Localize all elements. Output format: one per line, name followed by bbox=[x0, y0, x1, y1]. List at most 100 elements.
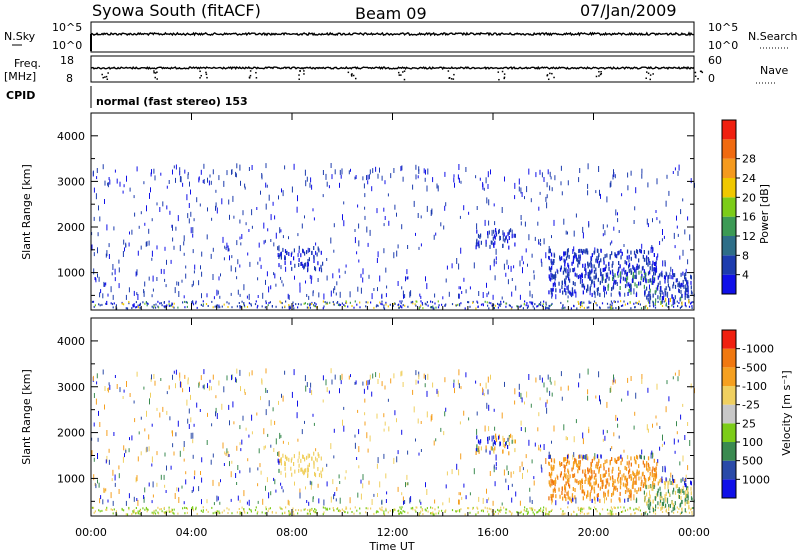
velocity-echo bbox=[485, 382, 487, 389]
velocity-echo bbox=[104, 488, 106, 493]
velocity-echo bbox=[343, 425, 345, 432]
velocity-echo bbox=[362, 483, 364, 489]
power-echo bbox=[665, 291, 667, 296]
power-echo bbox=[515, 285, 517, 291]
power-echo bbox=[490, 240, 492, 245]
power-echo bbox=[309, 303, 311, 306]
power-echo bbox=[652, 280, 654, 285]
power-echo bbox=[173, 245, 175, 250]
velocity-echo bbox=[684, 478, 686, 483]
velocity-echo bbox=[627, 377, 629, 383]
power-echo bbox=[677, 305, 679, 308]
power-echo bbox=[113, 302, 115, 305]
velocity-echo bbox=[526, 512, 529, 515]
velocity-echo bbox=[312, 496, 314, 500]
velocity-echo bbox=[654, 473, 656, 478]
velocity-echo bbox=[196, 512, 198, 515]
velocity-echo bbox=[459, 510, 461, 513]
power-echo bbox=[609, 182, 611, 188]
velocity-echo bbox=[288, 513, 290, 516]
nave-dot bbox=[697, 78, 699, 80]
velocity-echo bbox=[230, 471, 232, 478]
power-echo bbox=[546, 306, 548, 309]
velocity-echo bbox=[657, 506, 659, 509]
velocity-echo bbox=[633, 494, 635, 501]
velocity-echo bbox=[580, 510, 582, 512]
velocity-echo bbox=[499, 511, 501, 513]
velocity-echo bbox=[578, 454, 580, 459]
velocity-echo bbox=[124, 453, 125, 458]
power-echo bbox=[646, 295, 648, 300]
velocity-echo bbox=[649, 476, 651, 481]
nave-dot bbox=[547, 78, 550, 81]
power-echo bbox=[586, 248, 588, 253]
velocity-echo bbox=[616, 459, 618, 464]
power-echo bbox=[168, 304, 170, 307]
power-echo bbox=[99, 304, 101, 307]
power-echo bbox=[108, 177, 110, 180]
velocity-echo bbox=[538, 447, 540, 451]
velocity-echo bbox=[617, 506, 619, 509]
velocity-echo bbox=[581, 507, 583, 510]
power-echo bbox=[596, 248, 599, 253]
power-echo bbox=[105, 302, 107, 305]
velocity-echo bbox=[587, 493, 589, 497]
velocity-echo bbox=[244, 388, 246, 393]
velocity-echo bbox=[136, 512, 138, 514]
velocity-echo bbox=[192, 432, 194, 439]
velocity-echo bbox=[672, 481, 674, 486]
velocity-echo bbox=[332, 479, 334, 485]
velocity-echo bbox=[475, 448, 477, 453]
velocity-echo bbox=[549, 511, 551, 513]
velocity-echo bbox=[280, 461, 282, 466]
power-echo bbox=[138, 225, 140, 229]
power-echo bbox=[587, 264, 589, 269]
power-echo bbox=[119, 181, 121, 187]
nave-dot bbox=[553, 76, 555, 79]
velocity-echo bbox=[333, 509, 335, 512]
velocity-echo bbox=[630, 513, 632, 516]
velocity-echo bbox=[553, 464, 555, 469]
power-echo bbox=[387, 305, 389, 308]
velocity-echo bbox=[680, 495, 682, 500]
velocity-echo bbox=[325, 379, 327, 386]
velocity-echo bbox=[318, 454, 320, 459]
power-echo bbox=[587, 183, 589, 189]
power-echo bbox=[623, 267, 625, 272]
velocity-echo bbox=[431, 512, 433, 514]
velocity-echo bbox=[106, 430, 108, 436]
power-echo bbox=[550, 277, 552, 282]
power-echo bbox=[323, 305, 325, 308]
power-echo bbox=[271, 305, 273, 308]
power-echo bbox=[420, 243, 422, 247]
power-echo bbox=[151, 257, 153, 261]
velocity-echo bbox=[123, 509, 125, 512]
power-echo bbox=[590, 270, 592, 275]
velocity-echo bbox=[661, 443, 663, 447]
velocity-echo bbox=[554, 487, 556, 492]
velocity-echo bbox=[328, 390, 330, 394]
power-echo bbox=[651, 263, 653, 268]
power-echo bbox=[463, 277, 465, 282]
velocity-echo bbox=[611, 513, 613, 516]
velocity-echo bbox=[236, 445, 238, 451]
velocity-echo bbox=[369, 435, 371, 442]
power-echo bbox=[540, 258, 542, 263]
power-echo bbox=[507, 265, 509, 270]
power-echo bbox=[588, 301, 590, 304]
power-echo bbox=[156, 277, 158, 281]
velocity-echo bbox=[241, 439, 243, 445]
power-echo bbox=[330, 163, 332, 168]
power-echo bbox=[357, 286, 359, 292]
power-echo bbox=[583, 285, 586, 290]
velocity-echo bbox=[460, 508, 462, 511]
power-echo bbox=[329, 301, 331, 304]
power-echo bbox=[575, 254, 577, 259]
velocity-echo bbox=[225, 452, 227, 456]
colorbar-frame bbox=[721, 329, 737, 499]
velocity-echo bbox=[179, 381, 181, 388]
power-echo bbox=[364, 215, 366, 220]
power-echo bbox=[590, 260, 592, 265]
power-echo bbox=[112, 306, 114, 309]
